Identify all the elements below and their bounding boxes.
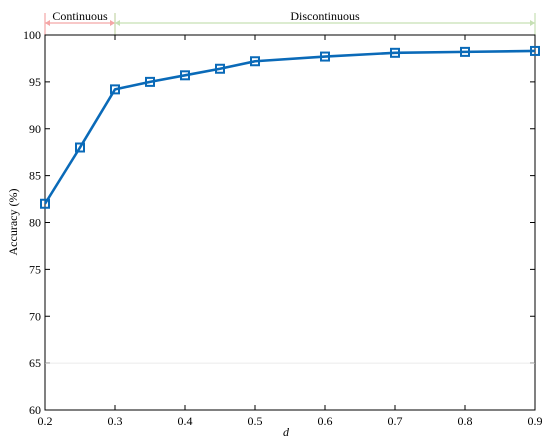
- y-tick-label: 95: [29, 75, 41, 89]
- y-tick-label: 70: [29, 309, 41, 323]
- data-series: [40, 45, 540, 209]
- data-point-marker: [320, 51, 330, 62]
- x-tick-label: 0.7: [388, 414, 403, 428]
- region-label: Continuous: [52, 9, 108, 23]
- x-tick-label: 0.9: [528, 414, 543, 428]
- x-tick-label: 0.6: [318, 414, 333, 428]
- region-arrowhead-right: [110, 20, 115, 26]
- y-axis-label: Accuracy (%): [6, 189, 20, 256]
- x-ticks: 0.2 0.3 0.4 0.5 0.6 0.7 0.8 0.9: [38, 35, 543, 428]
- region-arrowhead-left: [115, 20, 120, 26]
- data-point-marker: [145, 76, 155, 87]
- y-tick-label: 65: [29, 356, 41, 370]
- region-arrowhead-left: [45, 20, 50, 26]
- data-point-marker: [75, 142, 85, 153]
- x-tick-label: 0.5: [248, 414, 263, 428]
- region-annotations: Continuous Discontinuous: [44, 9, 536, 35]
- data-point-marker: [530, 45, 540, 56]
- y-tick-label: 85: [29, 169, 41, 183]
- region-label: Discontinuous: [290, 9, 360, 23]
- data-point-marker: [110, 84, 120, 95]
- x-tick-label: 0.4: [178, 414, 193, 428]
- y-tick-label: 75: [29, 262, 41, 276]
- data-point-marker: [215, 63, 225, 74]
- y-tick-label: 100: [23, 28, 41, 42]
- x-axis-label: d: [283, 425, 290, 439]
- x-tick-label: 0.2: [38, 414, 53, 428]
- y-tick-label: 60: [29, 403, 41, 417]
- data-point-marker: [250, 56, 260, 67]
- y-ticks: 60 65 70 75 80 85 90 95 100: [23, 28, 535, 417]
- region-arrowhead-right: [530, 20, 535, 26]
- data-point-marker: [180, 70, 190, 81]
- data-point-marker: [40, 198, 50, 209]
- y-tick-label: 90: [29, 122, 41, 136]
- data-point-marker: [460, 46, 470, 57]
- data-point-marker: [390, 47, 400, 58]
- x-tick-label: 0.8: [458, 414, 473, 428]
- series-line: [43, 49, 536, 205]
- y-tick-label: 80: [29, 216, 41, 230]
- x-tick-label: 0.3: [108, 414, 123, 428]
